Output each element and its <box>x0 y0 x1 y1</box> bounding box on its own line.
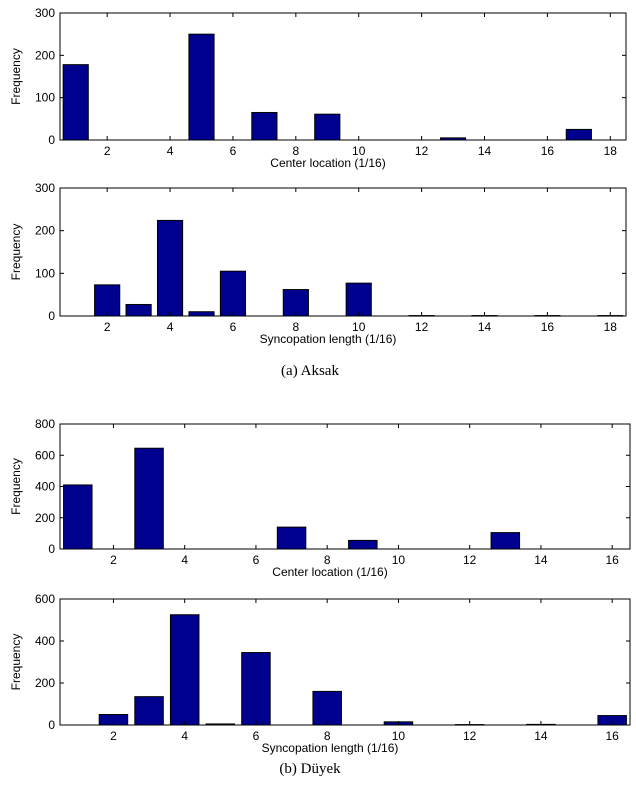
axes-frame <box>59 12 627 141</box>
x-tick-label: 10 <box>352 320 366 334</box>
bar-7 <box>276 526 307 550</box>
x-tick-label: 14 <box>534 553 548 567</box>
y-tick-label: 400 <box>35 634 55 648</box>
panel-duyek-syncopation-length: 2 4 6 8 10 12 14 16 0 200 400 600 Syncopation length… <box>9 592 631 755</box>
x-tick-label: 14 <box>478 144 492 158</box>
x-tick-label: 18 <box>604 144 618 158</box>
bar-9 <box>314 113 341 141</box>
x-tick-label: 6 <box>253 553 260 567</box>
panel-duyek-center-location: 2 4 6 8 10 12 14 16 0 200 400 600 800 Center location… <box>9 417 631 579</box>
x-tick-label: 6 <box>230 320 237 334</box>
bar-6 <box>241 652 271 726</box>
x-tick-label: 18 <box>604 320 618 334</box>
y-axis-label: Frequency <box>9 224 23 281</box>
y-axis-label: Frequency <box>9 48 23 105</box>
x-tick-label: 6 <box>230 144 237 158</box>
y-tick-label: 200 <box>35 511 55 525</box>
y-tick-label: 0 <box>48 542 55 556</box>
bar-6 <box>219 270 247 317</box>
panel-aksak-center-location: 2 4 6 8 10 12 14 16 18 0 100 200 300 Center location … <box>9 6 627 170</box>
y-tick-label: 100 <box>35 266 55 280</box>
x-tick-label: 12 <box>415 320 429 334</box>
y-axis-label: Frequency <box>9 634 23 691</box>
bar-2 <box>94 284 121 317</box>
x-tick-label: 12 <box>463 553 477 567</box>
bar-8 <box>282 289 309 317</box>
y-tick-label: 400 <box>35 480 55 494</box>
x-tick-label: 4 <box>181 553 188 567</box>
x-axis-label: Syncopation length (1/16) <box>262 741 399 755</box>
bar-3 <box>134 447 164 550</box>
bar-5 <box>188 33 215 141</box>
x-tick-label: 10 <box>392 729 406 743</box>
x-tick-label: 2 <box>110 729 117 743</box>
x-tick-label: 16 <box>606 553 620 567</box>
x-tick-label: 8 <box>292 144 299 158</box>
panel-aksak-syncopation-length: 2 4 6 8 10 12 14 16 18 0 100 200 300 Syncopation leng… <box>9 181 627 346</box>
y-tick-label: 0 <box>48 718 55 732</box>
x-tick-label: 14 <box>534 729 548 743</box>
x-tick-label: 2 <box>104 144 111 158</box>
y-tick-label: 0 <box>48 133 55 147</box>
bar-7 <box>251 111 278 141</box>
bar-3 <box>134 696 164 726</box>
x-tick-label: 4 <box>181 729 188 743</box>
bar-4 <box>156 219 184 317</box>
x-tick-label: 2 <box>104 320 111 334</box>
caption-aksak: (a) Aksak <box>281 363 339 379</box>
x-tick-label: 2 <box>110 553 117 567</box>
x-tick-label: 8 <box>324 729 331 743</box>
x-tick-label: 10 <box>352 144 366 158</box>
x-tick-label: 8 <box>324 553 331 567</box>
bar-13 <box>490 532 521 550</box>
x-axis-label: Center location (1/16) <box>270 156 385 170</box>
bar-9 <box>348 539 378 550</box>
x-tick-label: 10 <box>392 553 406 567</box>
y-tick-label: 600 <box>35 592 55 606</box>
x-axis-label: Syncopation length (1/16) <box>260 332 397 346</box>
x-axis-label: Center location (1/16) <box>272 565 387 579</box>
x-tick-label: 12 <box>463 729 477 743</box>
x-tick-label: 16 <box>541 320 555 334</box>
axes-frame <box>59 187 627 317</box>
bar-10 <box>345 282 372 317</box>
bar-17 <box>565 128 592 141</box>
x-tick-label: 12 <box>415 144 429 158</box>
bar-1 <box>62 64 89 141</box>
y-tick-label: 200 <box>35 224 55 238</box>
bar-3 <box>125 303 152 317</box>
bar-8 <box>312 690 342 726</box>
x-tick-label: 4 <box>167 144 174 158</box>
x-tick-label: 16 <box>606 729 620 743</box>
y-tick-label: 600 <box>35 448 55 462</box>
y-axis-label: Frequency <box>9 458 23 515</box>
x-tick-label: 16 <box>541 144 555 158</box>
bar-4 <box>169 614 200 726</box>
x-tick-label: 4 <box>167 320 174 334</box>
x-tick-label: 6 <box>253 729 260 743</box>
y-tick-label: 100 <box>35 91 55 105</box>
y-tick-label: 200 <box>35 48 55 62</box>
y-tick-label: 300 <box>35 6 55 20</box>
x-tick-label: 8 <box>292 320 299 334</box>
y-tick-label: 0 <box>48 309 55 323</box>
bar-5 <box>188 311 215 317</box>
y-tick-label: 200 <box>35 676 55 690</box>
y-tick-label: 800 <box>35 417 55 431</box>
bar-1 <box>63 484 93 550</box>
axes-frame <box>59 598 631 726</box>
y-tick-label: 300 <box>35 181 55 195</box>
caption-duyek: (b) Düyek <box>279 761 341 777</box>
x-tick-label: 14 <box>478 320 492 334</box>
